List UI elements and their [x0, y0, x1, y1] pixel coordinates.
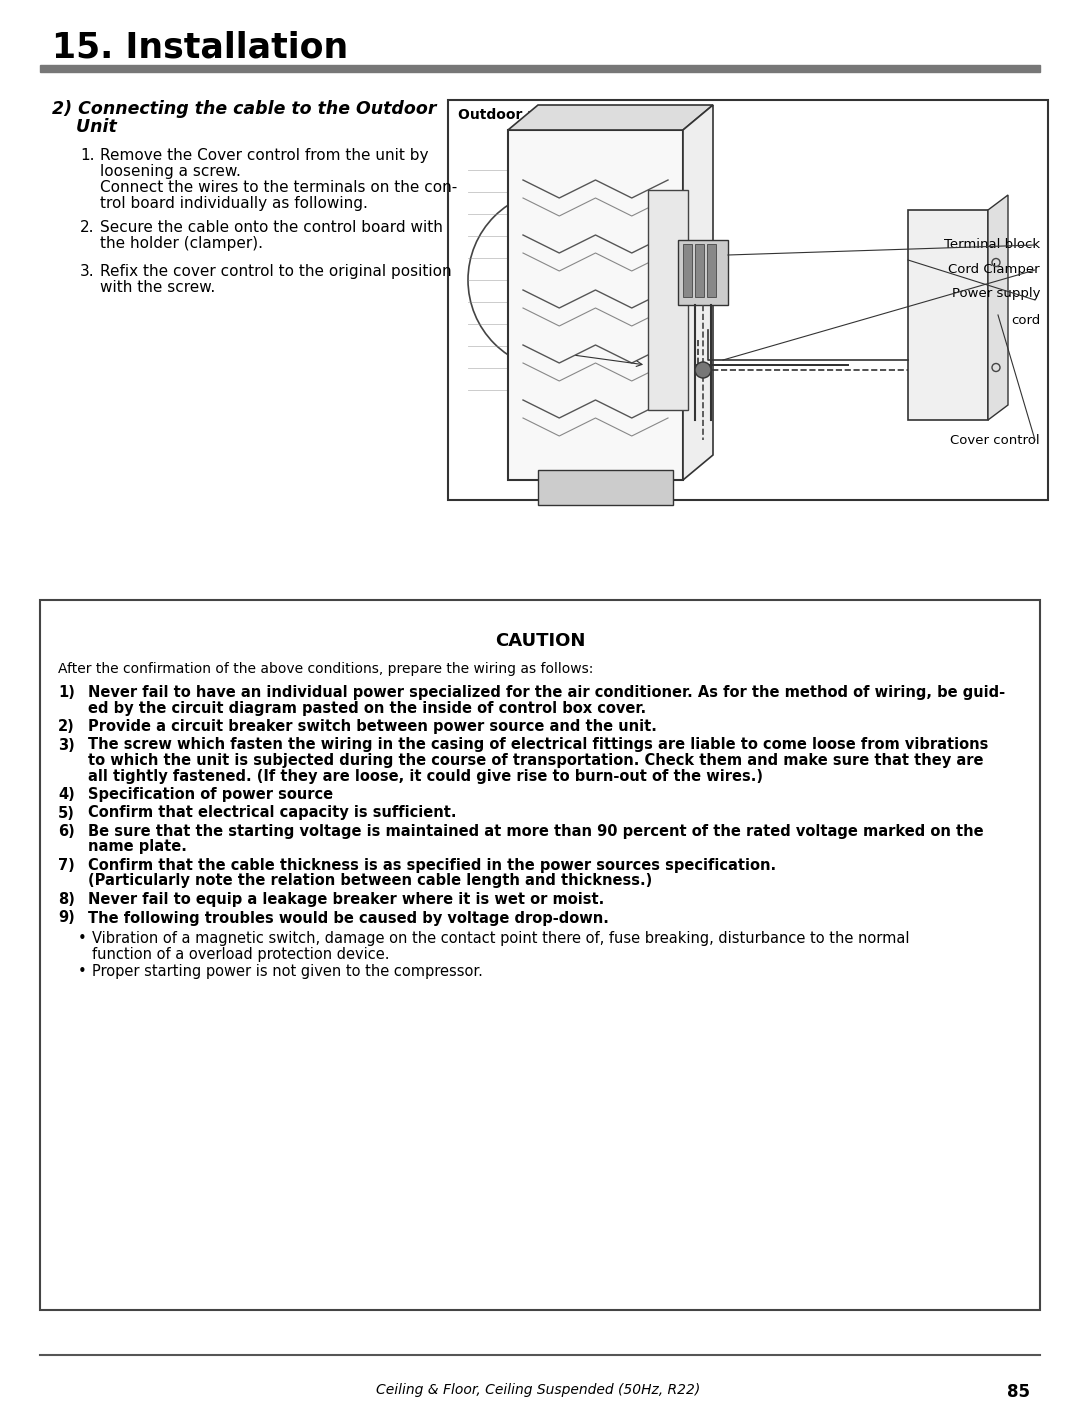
Polygon shape [683, 105, 713, 481]
Text: CAUTION: CAUTION [495, 632, 585, 651]
Text: 9): 9) [58, 910, 75, 926]
Text: trol board individually as following.: trol board individually as following. [100, 197, 368, 211]
Text: ed by the circuit diagram pasted on the inside of control box cover.: ed by the circuit diagram pasted on the … [87, 701, 646, 715]
Text: Refix the cover control to the original position: Refix the cover control to the original … [100, 264, 451, 280]
Text: Cord Clamper: Cord Clamper [948, 264, 1040, 277]
Text: Remove the Cover control from the unit by: Remove the Cover control from the unit b… [100, 148, 429, 163]
Text: 7): 7) [58, 858, 75, 873]
Bar [40, 65, 1040, 72]
Text: Provide a circuit breaker switch between power source and the unit.: Provide a circuit breaker switch between… [87, 719, 657, 733]
Bar [448, 100, 1048, 500]
Text: Specification of power source: Specification of power source [87, 787, 333, 802]
Bar [696, 244, 704, 296]
Text: to which the unit is subjected during the course of transportation. Check them a: to which the unit is subjected during th… [87, 753, 984, 769]
Text: Terminal block: Terminal block [944, 239, 1040, 251]
Text: function of a overload protection device.: function of a overload protection device… [92, 947, 390, 961]
Text: 8): 8) [58, 892, 75, 908]
Text: Confirm that the cable thickness is as specified in the power sources specificat: Confirm that the cable thickness is as s… [87, 858, 777, 873]
Text: 5): 5) [58, 805, 75, 821]
Circle shape [696, 362, 711, 378]
Text: with the screw.: with the screw. [100, 280, 215, 295]
Text: Ceiling & Floor, Ceiling Suspended (50Hz, R22): Ceiling & Floor, Ceiling Suspended (50Hz… [376, 1383, 700, 1397]
Text: Cover control: Cover control [950, 434, 1040, 447]
Text: Never fail to equip a leakage breaker where it is wet or moist.: Never fail to equip a leakage breaker wh… [87, 892, 604, 908]
Text: Proper starting power is not given to the compressor.: Proper starting power is not given to th… [92, 964, 483, 979]
Bar [538, 471, 673, 504]
Polygon shape [988, 195, 1008, 420]
Text: •: • [78, 932, 86, 946]
Text: the holder (clamper).: the holder (clamper). [100, 236, 264, 251]
Text: 1): 1) [58, 686, 75, 700]
Bar [707, 244, 716, 296]
Text: 4): 4) [58, 787, 75, 802]
Text: Vibration of a magnetic switch, damage on the contact point there of, fuse break: Vibration of a magnetic switch, damage o… [92, 932, 909, 946]
Bar [683, 244, 692, 296]
Text: Outdoor unit: Outdoor unit [458, 108, 558, 122]
Text: The following troubles would be caused by voltage drop-down.: The following troubles would be caused b… [87, 910, 609, 926]
Text: 85: 85 [1007, 1383, 1030, 1401]
Text: After the confirmation of the above conditions, prepare the wiring as follows:: After the confirmation of the above cond… [58, 662, 593, 676]
Text: Secure the cable onto the control board with: Secure the cable onto the control board … [100, 221, 443, 235]
Text: Power supply: Power supply [951, 287, 1040, 301]
Text: loosening a screw.: loosening a screw. [100, 164, 241, 178]
Polygon shape [508, 105, 713, 131]
Text: all tightly fastened. (If they are loose, it could give rise to burn-out of the : all tightly fastened. (If they are loose… [87, 769, 762, 784]
Bar [648, 190, 688, 410]
Text: name plate.: name plate. [87, 840, 187, 854]
Text: 2) Connecting the cable to the Outdoor: 2) Connecting the cable to the Outdoor [52, 100, 436, 118]
Text: Over 5mm: Over 5mm [508, 343, 579, 357]
Bar [508, 131, 683, 481]
Text: 3): 3) [58, 738, 75, 753]
Text: (Particularly note the relation between cable length and thickness.): (Particularly note the relation between … [87, 874, 652, 888]
Bar [908, 209, 988, 420]
Text: Be sure that the starting voltage is maintained at more than 90 percent of the r: Be sure that the starting voltage is mai… [87, 823, 984, 839]
Text: The screw which fasten the wiring in the casing of electrical fittings are liabl: The screw which fasten the wiring in the… [87, 738, 988, 753]
Bar [678, 240, 728, 305]
Text: Connect the wires to the terminals on the con-: Connect the wires to the terminals on th… [100, 180, 457, 195]
Text: •: • [78, 964, 86, 979]
Text: cord: cord [1011, 313, 1040, 327]
Text: 2): 2) [58, 719, 75, 733]
Text: 3.: 3. [80, 264, 95, 280]
Text: 2.: 2. [80, 221, 95, 235]
Text: 6): 6) [58, 823, 75, 839]
Text: Never fail to have an individual power specialized for the air conditioner. As f: Never fail to have an individual power s… [87, 686, 1005, 700]
Text: Confirm that electrical capacity is sufficient.: Confirm that electrical capacity is suff… [87, 805, 457, 821]
Bar [40, 600, 1040, 1309]
Text: 15. Installation: 15. Installation [52, 30, 348, 65]
Text: Unit: Unit [52, 118, 117, 136]
Text: 1.: 1. [80, 148, 95, 163]
